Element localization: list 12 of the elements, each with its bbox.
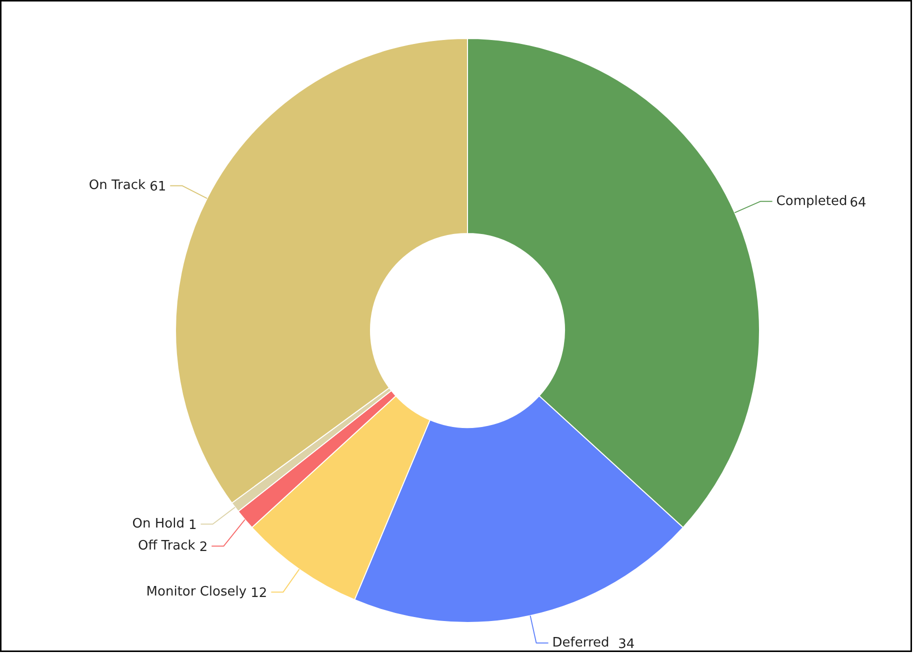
slice-label: Deferred: [552, 636, 610, 651]
slice-label: On Hold: [132, 516, 184, 532]
slice-label: On Track: [88, 178, 146, 194]
data-label: 61: [150, 180, 166, 195]
slice-label: Monitor Closely: [146, 584, 247, 600]
slice-label: Off Track: [138, 538, 196, 554]
slice-label: Completed: [776, 194, 848, 209]
data-label: 2: [199, 540, 208, 556]
data-label: 1: [188, 518, 197, 534]
data-label: 64: [850, 195, 866, 210]
data-label: 34: [618, 637, 635, 652]
data-label: 12: [250, 586, 268, 602]
